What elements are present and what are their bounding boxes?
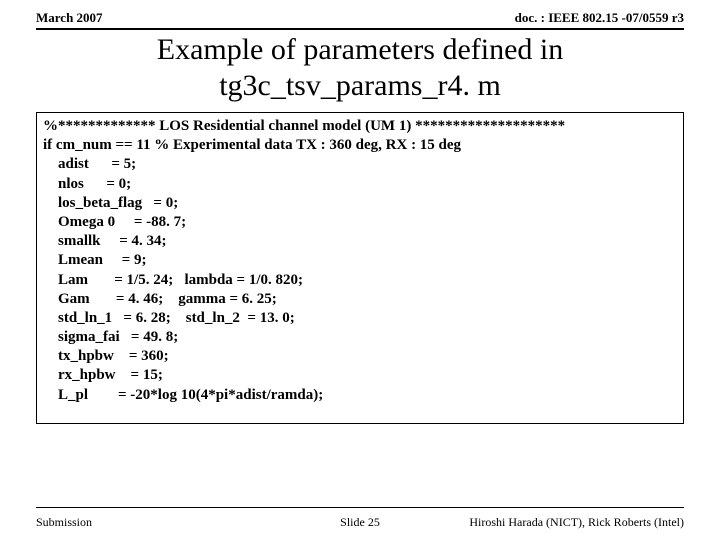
title-line-2: tg3c_tsv_params_r4. m: [219, 69, 501, 102]
code-line: adist = 5;: [43, 155, 677, 174]
code-line: rx_hpbw = 15;: [43, 366, 677, 385]
header-divider: [36, 28, 684, 30]
code-line: std_ln_1 = 6. 28; std_ln_2 = 13. 0;: [43, 309, 677, 328]
code-parameters-box: %************* LOS Residential channel m…: [36, 112, 684, 424]
code-line: %************* LOS Residential channel m…: [43, 117, 677, 136]
code-line: Lmean = 9;: [43, 251, 677, 270]
code-line: Omega 0 = -88. 7;: [43, 213, 677, 232]
code-line: if cm_num == 11 % Experimental data TX :…: [43, 136, 677, 155]
title-line-1: Example of parameters defined in: [157, 33, 564, 66]
footer-slide-number: Slide 25: [340, 515, 380, 530]
code-line: los_beta_flag = 0;: [43, 194, 677, 213]
footer-divider: [36, 507, 684, 508]
code-line: L_pl = -20*log 10(4*pi*adist/ramda);: [43, 386, 677, 405]
code-line: Gam = 4. 46; gamma = 6. 25;: [43, 290, 677, 309]
code-line: smallk = 4. 34;: [43, 232, 677, 251]
slide-title: Example of parameters defined in tg3c_ts…: [36, 32, 684, 104]
code-line: tx_hpbw = 360;: [43, 347, 677, 366]
code-line: Lam = 1/5. 24; lambda = 1/0. 820;: [43, 271, 677, 290]
footer-authors: Hiroshi Harada (NICT), Rick Roberts (Int…: [469, 515, 684, 530]
header-doc-id: doc. : IEEE 802.15 -07/0559 r3: [515, 10, 684, 26]
footer-left: Submission: [36, 515, 92, 530]
code-line: nlos = 0;: [43, 175, 677, 194]
header-date: March 2007: [36, 10, 103, 26]
code-line: sigma_fai = 49. 8;: [43, 328, 677, 347]
